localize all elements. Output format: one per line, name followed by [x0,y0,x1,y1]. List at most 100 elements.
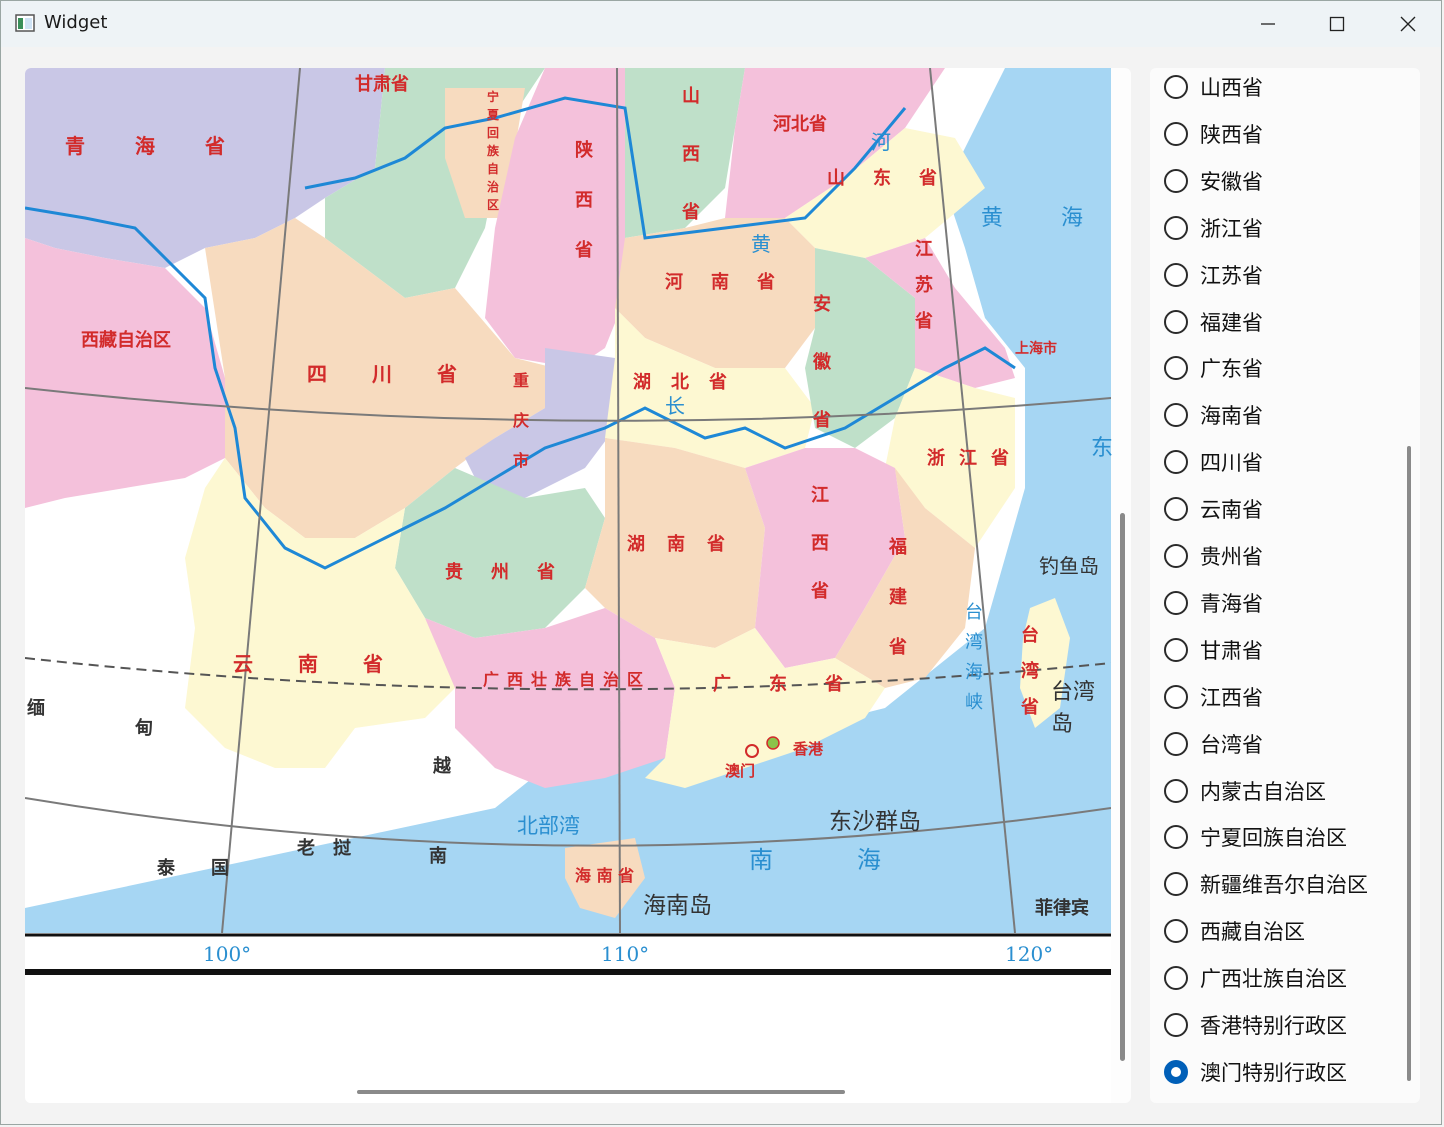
radio-unchecked-icon[interactable] [1164,778,1188,803]
radio-option[interactable]: 香港特别行政区 [1164,1005,1347,1045]
radio-option[interactable]: 青海省 [1164,583,1263,623]
map-view[interactable]: 青海省 四川省 云南省 贵州省 湖南省 湖北省 河南省 山东省 江苏省 安徽省 … [25,68,1131,1103]
radio-option-label: 甘肃省 [1200,638,1263,663]
radio-option[interactable]: 四川省 [1164,442,1263,482]
longitude-100: 100° [203,942,252,966]
radio-option-label: 新疆维吾尔自治区 [1200,873,1368,898]
radio-option[interactable]: 海南省 [1164,395,1263,435]
label-guangdong: 广东省 [713,674,881,695]
label-taiwan: 台湾省 [1021,625,1039,718]
radio-unchecked-icon[interactable] [1164,684,1188,709]
radio-unchecked-icon[interactable] [1164,403,1188,428]
radio-option-label: 福建省 [1200,310,1263,335]
label-hainan-island: 海南岛 [643,893,712,919]
radio-unchecked-icon[interactable] [1164,731,1188,756]
label-laos: 老 挝 [297,838,351,859]
radio-option[interactable]: 云南省 [1164,489,1263,529]
radio-option-label: 江西省 [1200,685,1263,710]
radio-unchecked-icon[interactable] [1164,1013,1188,1037]
close-icon [1400,16,1416,32]
radio-unchecked-icon[interactable] [1164,872,1188,897]
label-hunan: 湖南省 [627,534,747,555]
label-philippines: 菲律宾 [1035,898,1089,919]
label-yellow-sea: 黄 海 [981,206,1102,231]
label-vietnam: 越 [433,756,451,777]
radio-option[interactable]: 安徽省 [1164,161,1263,201]
radio-option[interactable]: 广西壮族自治区 [1164,958,1347,998]
radio-checked-icon[interactable] [1164,1059,1188,1084]
radio-option[interactable]: 浙江省 [1164,208,1263,248]
label-shandong: 山东省 [827,168,965,189]
label-zhejiang: 浙江省 [927,448,1023,469]
radio-option-label: 云南省 [1200,498,1263,523]
radio-unchecked-icon[interactable] [1164,544,1188,568]
label-yunnan: 云南省 [233,652,428,676]
label-sichuan: 四川省 [307,362,502,386]
radio-option[interactable]: 江苏省 [1164,255,1263,295]
radio-option-label: 西藏自治区 [1200,920,1305,945]
radio-option-label: 海南省 [1200,404,1263,429]
radio-unchecked-icon[interactable] [1164,497,1188,522]
radio-option-label: 内蒙古自治区 [1200,779,1326,804]
province-radio-list[interactable]: 山西省陕西省安徽省浙江省江苏省福建省广东省海南省四川省云南省贵州省青海省甘肃省江… [1150,68,1420,1103]
window-title: Widget [44,12,108,33]
china-map-image [25,68,1111,1103]
radio-option[interactable]: 澳门特别行政区 [1164,1052,1347,1092]
app-icon [15,14,35,32]
maximize-button[interactable] [1302,1,1372,47]
label-yangtze: 长 [665,394,685,418]
radio-option-label: 山西省 [1200,76,1263,100]
radio-option-label: 广东省 [1200,357,1263,382]
minimize-button[interactable] [1233,1,1303,47]
label-gansu: 甘肃省 [355,74,409,95]
radio-unchecked-icon[interactable] [1164,121,1188,146]
label-thailand: 泰 国 [157,858,229,879]
radio-option-label: 陕西省 [1200,122,1263,147]
label-anhui: 安徽省 [813,294,831,431]
radio-option[interactable]: 贵州省 [1164,536,1263,576]
radio-option[interactable]: 广东省 [1164,348,1263,388]
radio-option[interactable]: 新疆维吾尔自治区 [1164,864,1368,904]
radio-option[interactable]: 宁夏回族自治区 [1164,817,1347,857]
radio-unchecked-icon[interactable] [1164,215,1188,240]
radio-option[interactable]: 福建省 [1164,302,1263,342]
map-horizontal-scrollbar[interactable] [357,1090,845,1094]
label-beibu: 北部湾 [517,814,580,838]
radio-unchecked-icon[interactable] [1164,356,1188,381]
label-qinghai: 青海省 [65,134,275,158]
radio-unchecked-icon[interactable] [1164,75,1188,99]
map-label-layer: 青海省 四川省 云南省 贵州省 湖南省 湖北省 河南省 山东省 江苏省 安徽省 … [25,68,1113,1103]
radio-option[interactable]: 台湾省 [1164,724,1263,764]
radio-option-label: 四川省 [1200,451,1263,476]
label-hongkong: 香港 [793,740,824,758]
title-bar[interactable]: Widget [1,1,1441,47]
radio-unchecked-icon[interactable] [1164,262,1188,287]
close-button[interactable] [1373,1,1443,47]
radio-unchecked-icon[interactable] [1164,919,1188,944]
radio-option-label: 贵州省 [1200,545,1263,569]
radio-option[interactable]: 江西省 [1164,677,1263,717]
radio-option[interactable]: 西藏自治区 [1164,911,1305,951]
radio-unchecked-icon[interactable] [1164,825,1188,850]
radio-unchecked-icon[interactable] [1164,309,1188,334]
radio-list-scrollbar[interactable] [1407,446,1411,1081]
label-diaoyu: 钓鱼岛 [1039,554,1099,578]
radio-unchecked-icon[interactable] [1164,637,1188,662]
label-shaanxi: 陕西省 [575,140,593,261]
radio-unchecked-icon[interactable] [1164,590,1188,615]
radio-option[interactable]: 甘肃省 [1164,630,1263,670]
label-south-frag: 南 [429,846,447,867]
radio-option[interactable]: 陕西省 [1164,114,1263,154]
label-south-sea: 南 海 [749,846,911,874]
radio-option[interactable]: 内蒙古自治区 [1164,771,1326,811]
radio-unchecked-icon[interactable] [1164,450,1188,475]
longitude-120: 120° [1005,942,1054,966]
radio-option[interactable]: 山西省 [1164,68,1263,107]
map-vertical-scrollbar[interactable] [1120,513,1125,1061]
radio-option-label: 澳门特别行政区 [1200,1060,1347,1085]
label-macao: 澳门 [725,762,756,780]
label-jiangxi: 江西省 [811,485,829,602]
label-hainan-prov: 海 南 省 [575,866,635,885]
radio-unchecked-icon[interactable] [1164,966,1188,991]
radio-unchecked-icon[interactable] [1164,168,1188,193]
